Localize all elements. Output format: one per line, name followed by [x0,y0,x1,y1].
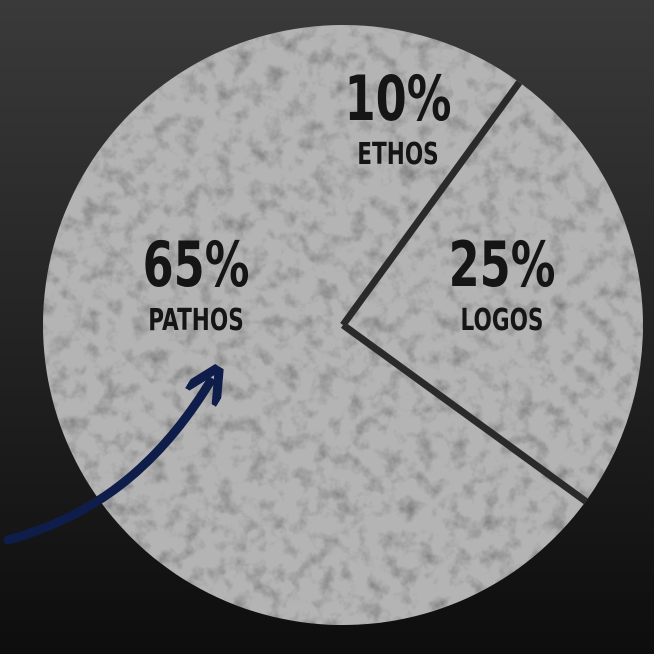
category-label: PATHOS [148,304,244,338]
slice-divider [340,322,588,505]
value-label: 65% [143,229,250,301]
slice-label: 10%ETHOS [345,63,452,172]
value-label: 25% [449,229,556,301]
slice-label: 65%PATHOS [143,229,250,338]
pie-slice [42,25,586,625]
pie [42,25,643,625]
slice-divider [340,80,523,328]
arrow [3,382,210,545]
category-label: LOGOS [461,304,544,338]
category-label: ETHOS [357,138,438,172]
pie-slice [343,25,520,325]
pie-slice [343,82,643,502]
labels: 10%ETHOS 25%LOGOS 65%PATHOS [143,63,556,338]
slice-label: 25%LOGOS [449,229,556,338]
value-label: 10% [345,63,452,135]
dividers [340,80,588,505]
